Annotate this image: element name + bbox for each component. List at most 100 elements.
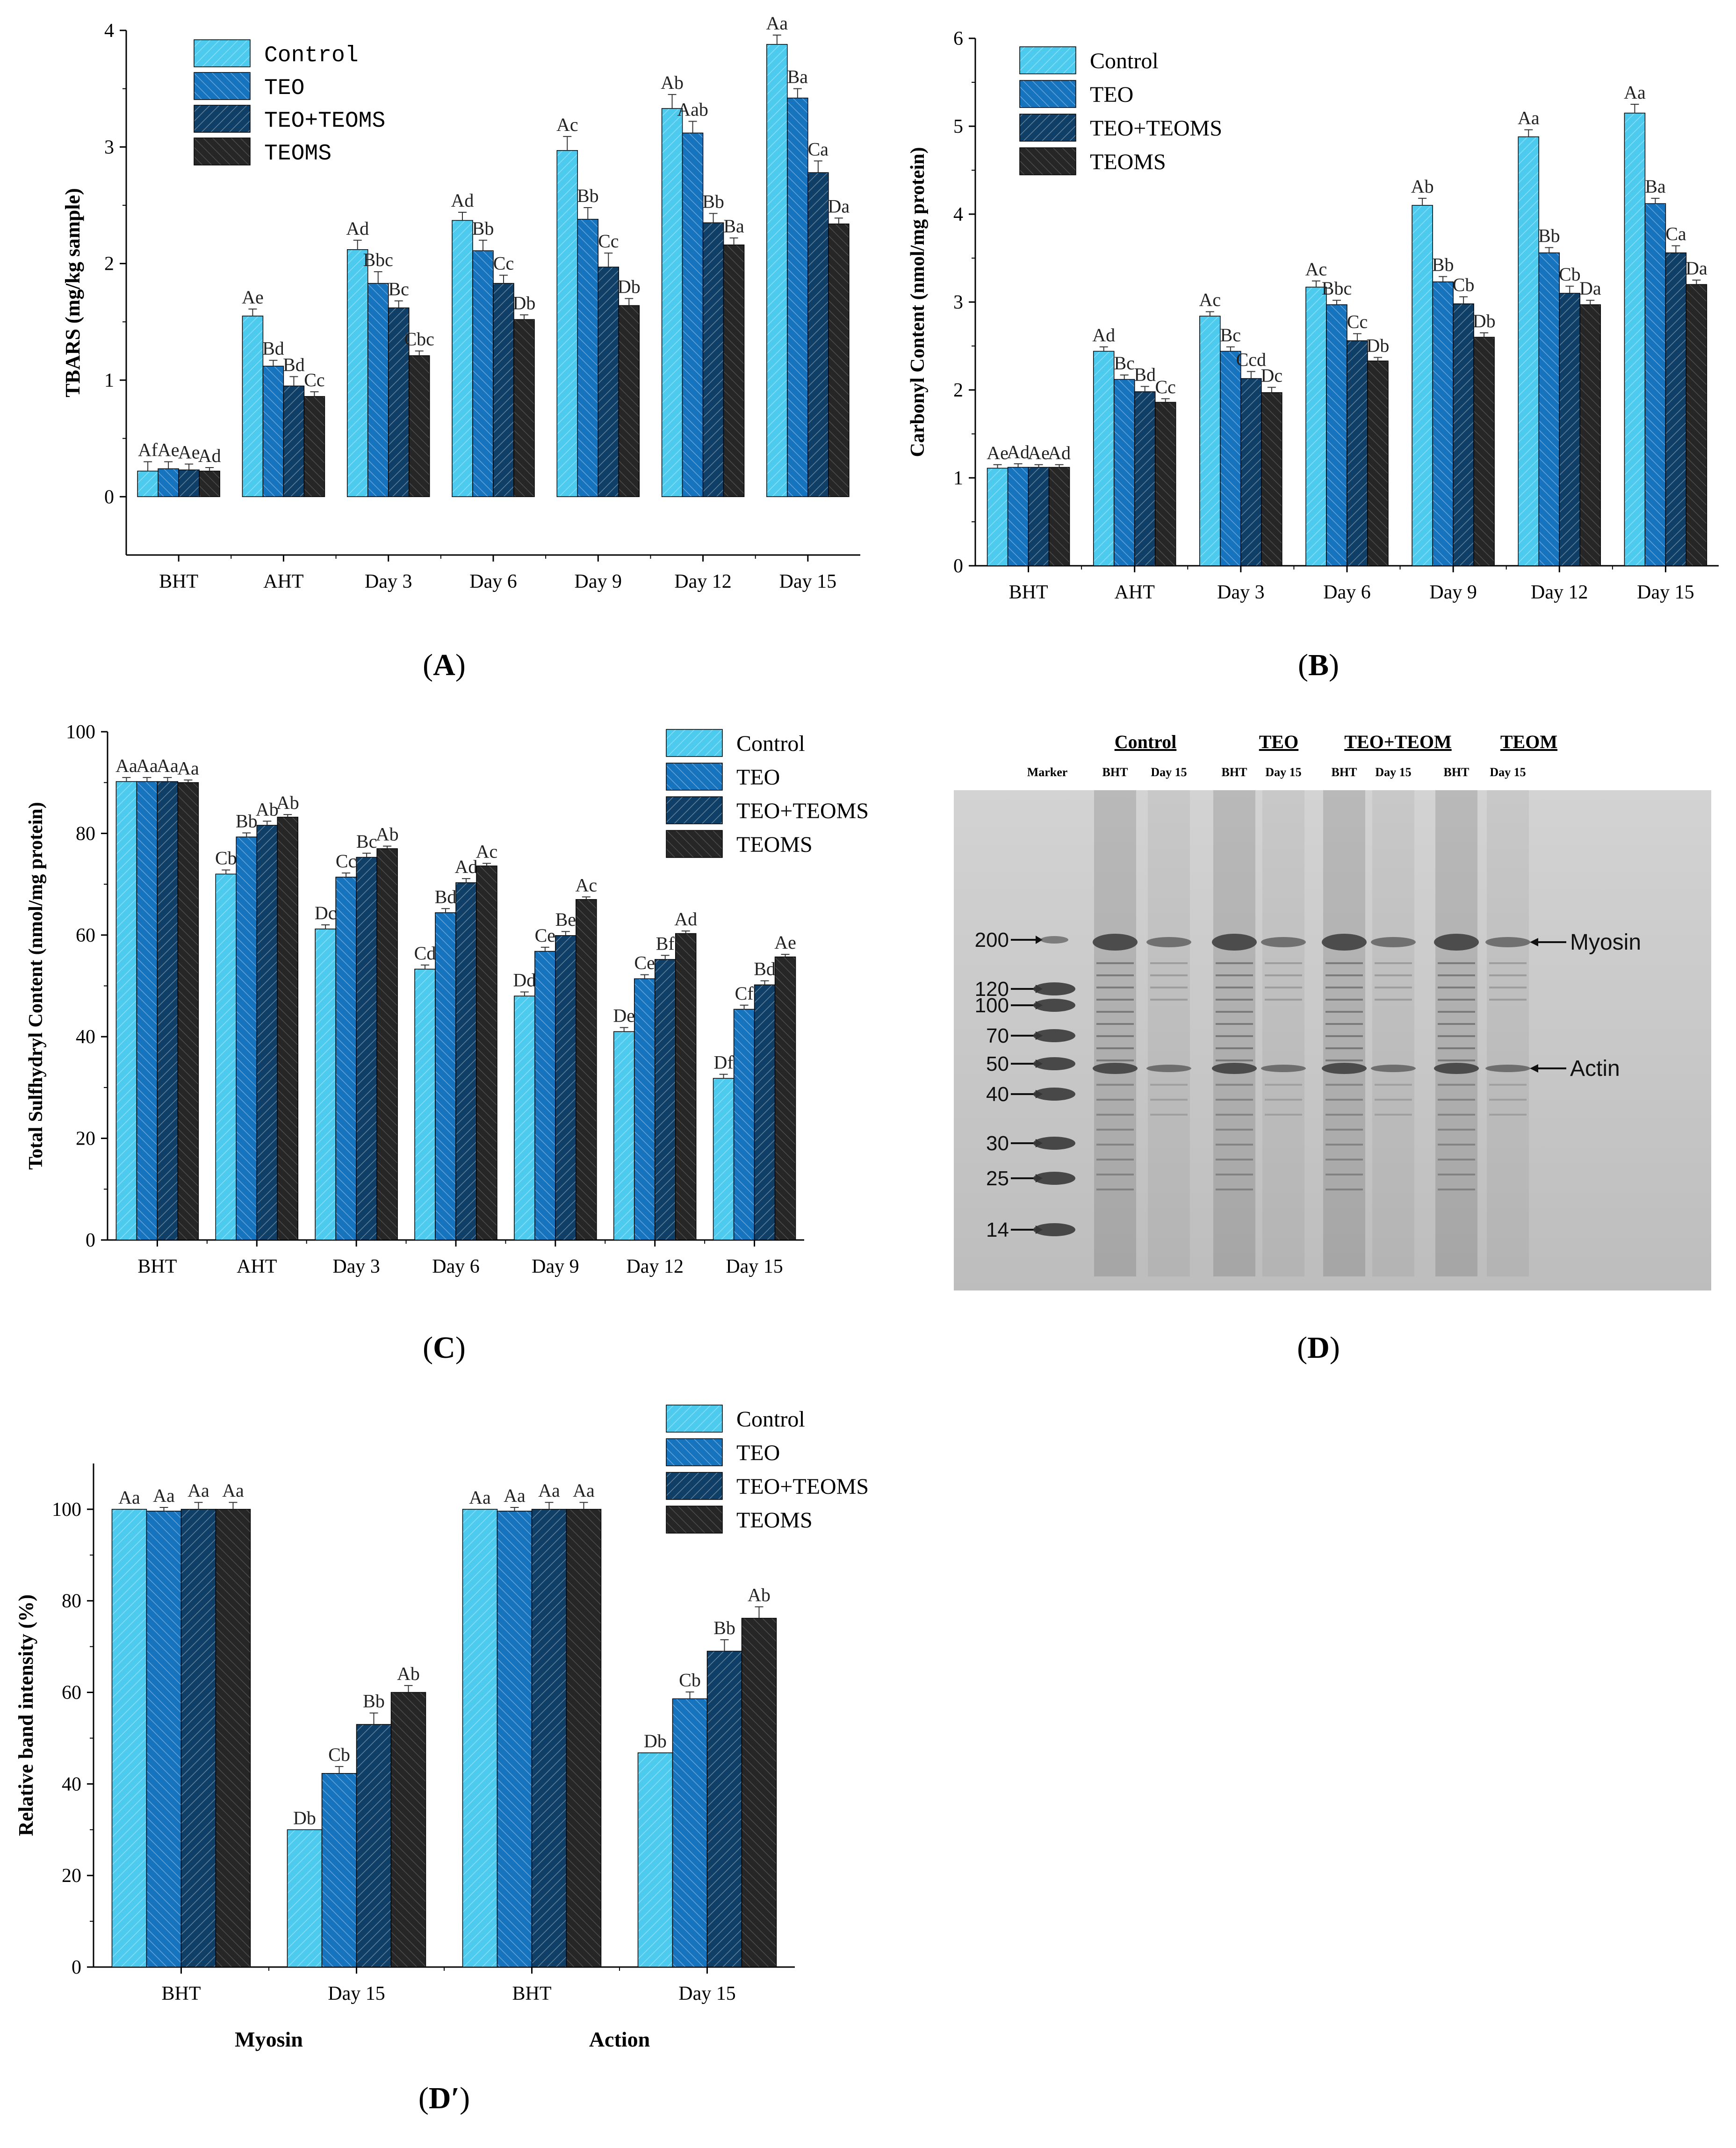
data-label: Cb (215, 848, 237, 869)
bar (1453, 303, 1474, 566)
y-tick-label: 80 (76, 823, 95, 844)
legend-label: Control (736, 1407, 805, 1432)
x-tick-label: Day 12 (626, 1256, 683, 1277)
bar (497, 1511, 533, 1968)
bar (766, 44, 788, 497)
panel-a-chart: 0 1 2 3 4 TBARS (mg/kg sample) BHT Af Ae Ae Ad AHT A… (0, 0, 868, 645)
x-tick-label: Day 9 (1429, 582, 1477, 603)
y-tick-label: 80 (62, 1591, 81, 1612)
gel-group-header: TEO (1259, 731, 1298, 752)
bar (1028, 467, 1050, 566)
legend-swatch (1019, 114, 1076, 142)
actin-band (1212, 1063, 1257, 1074)
legend-label: TEO (736, 1441, 780, 1465)
legend-label: Control (264, 43, 359, 68)
bar (682, 132, 704, 497)
bar (236, 836, 258, 1240)
data-label: Da (1579, 278, 1601, 299)
legend-swatch (666, 1405, 723, 1433)
data-label: Ac (476, 841, 498, 862)
myosin-band (1146, 937, 1191, 947)
data-label: Ae (1028, 442, 1050, 463)
y-axis-label: Relative band intensity (%) (14, 1594, 37, 1836)
x-tick-label: BHT (162, 1983, 201, 2004)
legend-label: TEO (736, 765, 780, 790)
data-label: Aa (136, 755, 158, 776)
gel-lane-label: BHT (1332, 765, 1357, 779)
bar (1007, 467, 1029, 566)
data-label: Ac (576, 874, 598, 895)
actin-band (1146, 1065, 1191, 1072)
data-label: Ab (397, 1663, 420, 1684)
actin-band (1434, 1063, 1479, 1074)
bar (1261, 392, 1282, 566)
bar (1644, 203, 1666, 566)
bar (315, 929, 336, 1240)
y-tick-label: 3 (104, 137, 114, 158)
data-label: Cbc (404, 329, 434, 350)
data-label: Ad (198, 445, 221, 466)
data-label: Db (1473, 310, 1496, 332)
data-label: Ac (1199, 289, 1221, 310)
legend-swatch (1019, 46, 1076, 74)
bar (733, 1009, 755, 1240)
data-label: Df (713, 1052, 734, 1073)
group-label: Action (589, 2027, 650, 2051)
bar (178, 469, 200, 497)
gel-lane (1094, 790, 1136, 1276)
myosin-band (1322, 934, 1367, 951)
bar (702, 222, 724, 497)
bar (654, 959, 676, 1240)
bar (215, 1509, 251, 1968)
gel-lane (1148, 790, 1190, 1276)
gel-lane-label: Marker (1027, 765, 1068, 779)
data-label: Aa (573, 1480, 595, 1501)
bar (637, 1752, 673, 1968)
legend-swatch (666, 1438, 723, 1466)
bar (177, 782, 199, 1240)
x-tick-label: AHT (263, 571, 303, 592)
data-label: Ba (723, 216, 744, 237)
data-label: Cb (1559, 264, 1581, 285)
x-tick-label: Day 15 (779, 571, 836, 592)
data-label: Bf (656, 933, 675, 954)
bar (754, 984, 776, 1240)
x-tick-label: Day 3 (332, 1256, 380, 1277)
y-tick-label: 0 (86, 1230, 95, 1251)
gel-group-header: Control (1115, 731, 1177, 752)
data-label: Db (644, 1730, 667, 1752)
y-tick-label: 20 (62, 1865, 81, 1887)
x-tick-label: AHT (1115, 582, 1155, 603)
bar (303, 396, 325, 497)
gel-lane (1262, 790, 1304, 1276)
y-tick-label: 40 (62, 1773, 81, 1795)
data-label: Aa (115, 755, 137, 776)
data-label: Bd (262, 338, 284, 359)
bar (356, 1724, 392, 1968)
data-label: Db (513, 292, 536, 313)
bar (136, 781, 158, 1240)
x-tick-label: Day 6 (469, 571, 517, 592)
legend-swatch (666, 729, 723, 757)
gel-lane (1435, 790, 1477, 1276)
bar (531, 1509, 567, 1968)
gel-lane-label: Day 15 (1375, 765, 1411, 779)
legend-label: TEOMS (1090, 150, 1166, 174)
legend-swatch (666, 1472, 723, 1500)
bar (493, 283, 514, 497)
actin-band (1371, 1065, 1416, 1072)
bar (1432, 281, 1454, 566)
gel-image: Control TEO TEO+TEOM TEOM Marker BHT Day 15 BHT… (954, 729, 1711, 1290)
marker-size-label: 100 (975, 994, 1009, 1017)
bar (1473, 337, 1495, 566)
bar (414, 968, 436, 1240)
y-tick-label: 0 (72, 1957, 81, 1978)
data-label: Af (138, 440, 158, 461)
data-label: Aa (766, 13, 788, 34)
data-label: Bbc (363, 249, 393, 270)
gel-lane-label: Day 15 (1265, 765, 1301, 779)
marker-size-label: 30 (986, 1132, 1009, 1155)
data-label: Bb (577, 185, 599, 206)
bar (408, 355, 430, 497)
marker-size-label: 70 (986, 1024, 1009, 1047)
